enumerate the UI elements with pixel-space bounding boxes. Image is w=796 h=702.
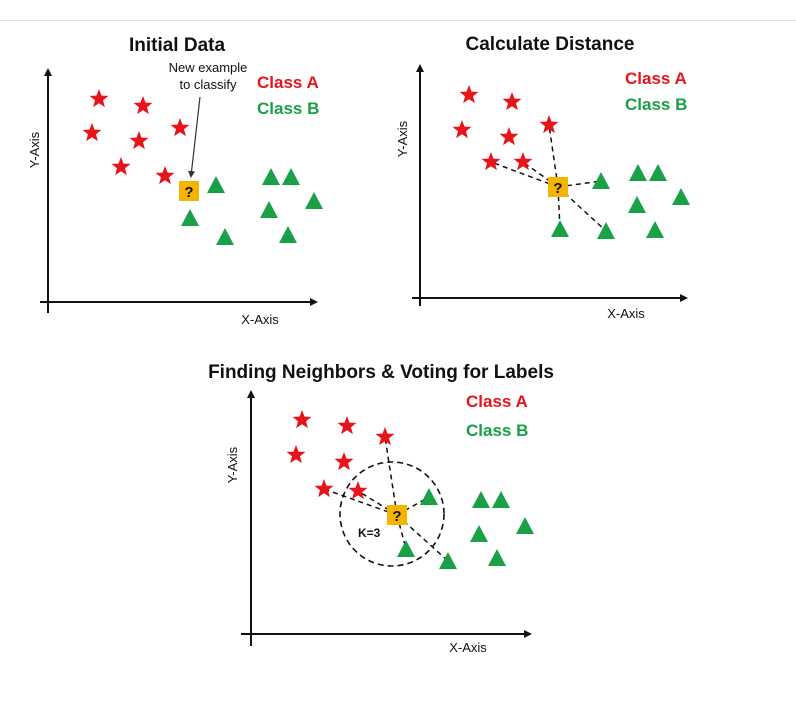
query-point: ? <box>387 505 407 525</box>
triangle-icon <box>628 196 646 213</box>
triangle-icon <box>646 221 664 238</box>
query-symbol: ? <box>392 508 401 525</box>
distance-line <box>490 161 559 188</box>
triangle-icon <box>472 491 490 508</box>
star-icon <box>155 166 175 185</box>
query-box-icon <box>179 181 199 201</box>
data-points <box>82 89 323 245</box>
panel-title: Calculate Distance <box>466 34 635 55</box>
legend-class-b: Class B <box>257 99 319 118</box>
star-icon <box>314 479 334 498</box>
legend-class-b: Class B <box>466 421 528 440</box>
star-icon <box>337 416 357 435</box>
triangle-icon <box>629 164 647 181</box>
star-icon <box>170 118 190 137</box>
panel-initial-data: Initial Data X-Axis Y-Axis New example t… <box>27 35 323 327</box>
distance-line <box>522 161 559 188</box>
distance-line <box>323 488 398 516</box>
triangle-icon <box>672 188 690 205</box>
distance-line <box>548 124 559 188</box>
distance-line <box>384 436 398 516</box>
triangle-icon <box>597 222 615 239</box>
star-icon <box>82 123 102 142</box>
data-points <box>286 410 534 569</box>
k-neighborhood-circle <box>339 461 445 567</box>
star-icon <box>111 157 131 176</box>
star-icon <box>133 96 153 115</box>
y-axis-label: Y-Axis <box>395 120 410 157</box>
annotation-line-2: to classify <box>179 77 237 92</box>
x-axis-label: X-Axis <box>241 312 279 327</box>
star-icon <box>513 152 533 171</box>
star-icon <box>348 481 368 500</box>
panel-finding-neighbors: Finding Neighbors & Voting for Labels X-… <box>208 362 554 655</box>
y-axis-label: Y-Axis <box>225 446 240 483</box>
legend-class-b: Class B <box>625 95 687 114</box>
query-point: ? <box>179 181 199 201</box>
triangle-icon <box>305 192 323 209</box>
star-icon <box>452 120 472 139</box>
triangle-icon <box>262 168 280 185</box>
triangle-icon <box>207 176 225 193</box>
data-points <box>452 85 690 239</box>
triangle-icon <box>649 164 667 181</box>
star-icon <box>459 85 479 104</box>
triangle-icon <box>282 168 300 185</box>
query-box-icon <box>387 505 407 525</box>
triangle-icon <box>216 228 234 245</box>
triangle-icon <box>470 525 488 542</box>
legend-class-a: Class A <box>257 73 319 92</box>
legend-class-a: Class A <box>466 392 528 411</box>
panel-title: Initial Data <box>129 35 226 56</box>
distance-line <box>557 180 602 188</box>
star-icon <box>539 115 559 134</box>
star-icon <box>286 445 306 464</box>
query-box-icon <box>548 177 568 197</box>
triangle-icon <box>492 491 510 508</box>
y-axis-label: Y-Axis <box>27 131 42 168</box>
x-axis-label: X-Axis <box>449 640 487 655</box>
annotation-line-1: New example <box>169 60 248 75</box>
star-icon <box>502 92 522 111</box>
star-icon <box>499 127 519 146</box>
query-symbol: ? <box>553 180 562 197</box>
triangle-icon <box>279 226 297 243</box>
legend-class-a: Class A <box>625 69 687 88</box>
triangle-icon <box>260 201 278 218</box>
query-symbol: ? <box>184 184 193 201</box>
star-icon <box>481 152 501 171</box>
panel-calculate-distance: Calculate Distance X-Axis Y-Axis Class A… <box>395 34 690 321</box>
k-label: K=3 <box>358 526 381 540</box>
triangle-icon <box>516 517 534 534</box>
triangle-icon <box>420 488 438 505</box>
x-axis-label: X-Axis <box>607 306 645 321</box>
star-icon <box>334 452 354 471</box>
star-icon <box>292 410 312 429</box>
star-icon <box>89 89 109 108</box>
star-icon <box>375 427 395 446</box>
triangle-icon <box>181 209 199 226</box>
triangle-icon <box>551 220 569 237</box>
triangle-icon <box>488 549 506 566</box>
star-icon <box>129 131 149 150</box>
panel-title: Finding Neighbors & Voting for Labels <box>208 362 554 383</box>
distance-line <box>357 490 398 516</box>
distance-line <box>557 186 561 230</box>
triangle-icon <box>397 540 415 557</box>
triangle-icon <box>592 172 610 189</box>
triangle-icon <box>439 552 457 569</box>
top-divider <box>0 20 796 21</box>
annotation-arrow <box>188 96 201 178</box>
query-point: ? <box>548 177 568 197</box>
